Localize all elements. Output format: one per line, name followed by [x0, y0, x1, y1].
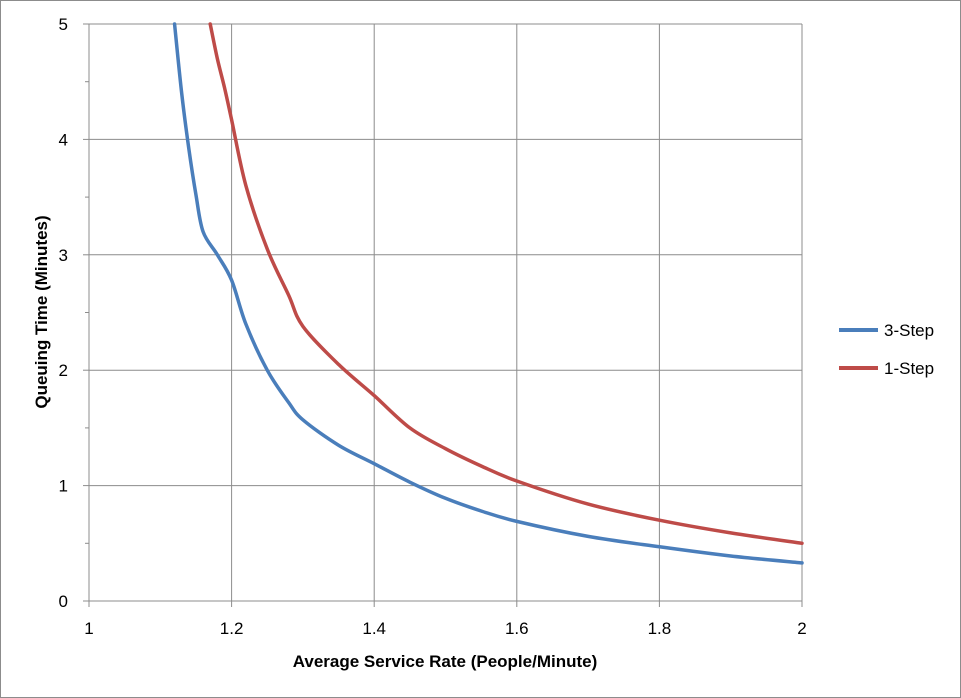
- y-tick-label: 3: [59, 246, 68, 265]
- y-tick-label: 1: [59, 477, 68, 496]
- x-tick-label: 1.2: [220, 619, 244, 638]
- y-tick-label: 0: [59, 592, 68, 611]
- x-axis-title: Average Service Rate (People/Minute): [293, 652, 598, 671]
- axes: [83, 23, 803, 607]
- x-tick-label: 1.4: [362, 619, 386, 638]
- series-lines: [172, 22, 804, 565]
- y-tick-label: 5: [59, 15, 68, 34]
- legend-label-3-step: 3-Step: [884, 321, 934, 340]
- x-tick-label: 1.8: [648, 619, 672, 638]
- x-tick-label: 1: [84, 619, 93, 638]
- x-tick-label: 1.6: [505, 619, 529, 638]
- legend: 3-Step 1-Step: [839, 321, 934, 378]
- x-tick-label: 2: [797, 619, 806, 638]
- series-line-3-step: [172, 22, 804, 565]
- y-tick-label: 4: [59, 130, 68, 149]
- legend-label-1-step: 1-Step: [884, 359, 934, 378]
- gridlines: [89, 23, 803, 601]
- y-tick-label: 2: [59, 361, 68, 380]
- series-line-1-step: [208, 22, 804, 546]
- y-axis-title: Queuing Time (Minutes): [32, 215, 51, 408]
